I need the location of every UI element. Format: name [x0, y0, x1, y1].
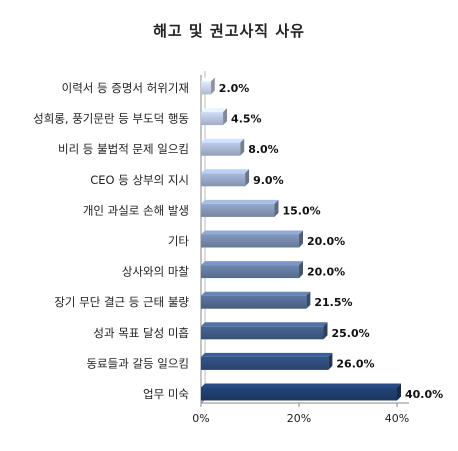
- category-label: 기타: [168, 234, 190, 248]
- bar: [201, 356, 329, 370]
- bar: [201, 295, 307, 309]
- category-label: 상사와의 마찰: [122, 265, 190, 279]
- bar-value-label: 9.0%: [253, 174, 284, 187]
- bar: [201, 112, 224, 126]
- chart-title: 해고 및 권고사직 사유: [153, 22, 305, 40]
- bar-side-face: [299, 230, 303, 248]
- bar-value-label: 15.0%: [283, 204, 321, 217]
- bar-top-face: [201, 230, 303, 235]
- bar: [201, 173, 246, 187]
- bar-side-face: [397, 383, 401, 401]
- bar-top-face: [201, 138, 245, 143]
- bar: [201, 203, 275, 217]
- bar-top-face: [201, 261, 303, 266]
- category-label: 업무 미숙: [143, 387, 189, 401]
- bar-value-label: 20.0%: [307, 235, 345, 248]
- bar-value-label: 20.0%: [307, 266, 345, 279]
- bar-top-face: [201, 322, 328, 327]
- bar-value-label: 21.5%: [314, 296, 352, 309]
- x-tick-label: 0%: [192, 412, 209, 425]
- bar-value-label: 2.0%: [219, 82, 250, 95]
- bar: [201, 142, 241, 156]
- x-tick-label: 20%: [287, 412, 311, 425]
- category-label: 성희롱, 풍기문란 등 부도덕 행동: [33, 112, 189, 126]
- bar-side-face: [323, 322, 328, 340]
- bar-side-face: [240, 138, 245, 156]
- category-label: 장기 무단 결근 등 근태 불량: [54, 295, 189, 309]
- bar-top-face: [201, 291, 311, 296]
- bar-top-face: [201, 108, 228, 113]
- bar-top-face: [201, 352, 333, 357]
- bar-value-label: 4.5%: [231, 113, 262, 126]
- category-label: 동료들과 갈등 일으킴: [86, 356, 189, 370]
- x-tick-label: 40%: [385, 412, 409, 425]
- bar: [201, 387, 397, 401]
- category-label: 이력서 등 증명서 허위기재: [62, 81, 189, 95]
- bar-side-face: [245, 169, 250, 187]
- bar-top-face: [201, 383, 401, 388]
- bar-side-face: [223, 108, 228, 126]
- bar-top-face: [201, 199, 279, 204]
- category-label: CEO 등 상부의 지시: [90, 173, 189, 187]
- bar-side-face: [299, 261, 303, 279]
- bar-side-face: [210, 77, 215, 95]
- category-label: 성과 목표 달성 미흡: [93, 326, 189, 340]
- bar-side-face: [328, 352, 333, 370]
- bar-value-label: 8.0%: [248, 143, 279, 156]
- bar-value-label: 26.0%: [336, 357, 374, 370]
- bar-value-label: 40.0%: [405, 388, 443, 401]
- category-label: 개인 과실로 손해 발생: [83, 203, 189, 217]
- bar: [201, 326, 324, 340]
- bar-side-face: [274, 199, 279, 217]
- category-label: 비리 등 불법적 문제 일으킴: [58, 142, 189, 156]
- bar: [201, 81, 211, 95]
- bar-value-label: 25.0%: [332, 327, 370, 340]
- bar-top-face: [201, 169, 250, 174]
- bar-side-face: [306, 291, 311, 309]
- bar-top-face: [201, 77, 215, 82]
- bar: [201, 265, 299, 279]
- bar: [201, 234, 299, 248]
